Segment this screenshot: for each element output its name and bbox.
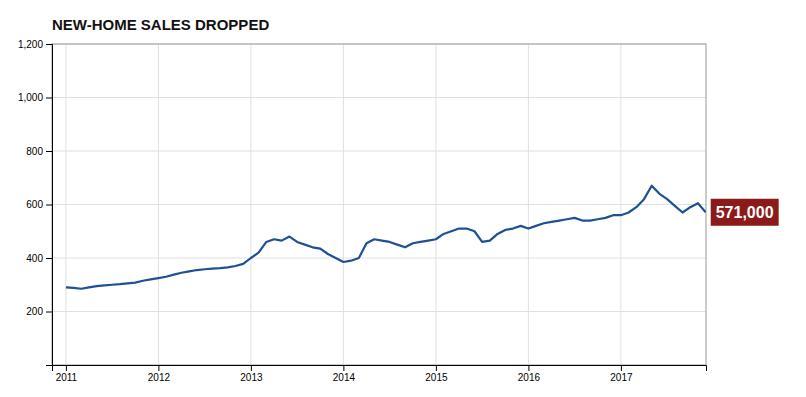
x-axis: 2011 2012 2013 2014 2015 2016 2017 [53, 365, 707, 383]
x-tick-label: 2017 [610, 372, 633, 383]
x-tick-mark [343, 365, 344, 371]
plot: 2011 2012 2013 2014 2015 2016 2017 200 400 600 800… [18, 39, 779, 383]
y-axis: 200 400 600 800 1,000 1,200 [18, 39, 53, 366]
y-tick-mark [46, 151, 52, 152]
grid-line [52, 311, 706, 312]
y-tick-label: 600 [26, 199, 43, 210]
grid-line [250, 44, 251, 365]
grid-line [528, 44, 529, 365]
grid-line [52, 204, 706, 205]
x-tick-mark [621, 365, 622, 371]
grid-line [65, 44, 66, 365]
grid [52, 44, 706, 365]
y-tick-label: 200 [26, 306, 43, 317]
y-tick-mark [46, 44, 52, 45]
x-tick-label: 2015 [425, 372, 448, 383]
x-tick-label: 2013 [240, 372, 263, 383]
grid-line [158, 44, 159, 365]
y-tick: 600 [26, 199, 52, 210]
x-tick: 2011 [56, 365, 78, 383]
x-tick: 2014 [333, 365, 356, 383]
grid-line [435, 44, 436, 365]
x-tick-mark [436, 365, 437, 371]
y-tick-label: 800 [26, 146, 43, 157]
grid-line [52, 258, 706, 259]
line [66, 186, 706, 289]
grid-line [343, 44, 344, 365]
chart: 2011 2012 2013 2014 2015 2016 2017 200 400 600 800… [0, 0, 806, 397]
title: NEW-HOME SALES DROPPED [52, 16, 269, 33]
x-tick: 2012 [148, 365, 171, 383]
y-axis-line [46, 45, 53, 366]
y-tick: 1,000 [18, 92, 52, 103]
x-tick-label: 2016 [518, 372, 541, 383]
y-tick-mark [46, 205, 52, 206]
x-tick-label: 2011 [56, 372, 78, 383]
y-tick-label: 400 [26, 253, 43, 264]
plot-frame [52, 44, 706, 365]
grid-line [52, 97, 706, 98]
annotation-text: 571,000 [716, 204, 774, 221]
x-tick-mark [66, 365, 67, 371]
x-tick: 2016 [518, 365, 541, 383]
y-tick-mark [46, 258, 52, 259]
annotation: 571,000 [711, 199, 779, 226]
y-tick-mark [46, 98, 52, 99]
x-tick-mark [158, 365, 159, 371]
x-tick-label: 2012 [148, 372, 171, 383]
x-tick: 2017 [610, 365, 633, 383]
annotation-box [711, 199, 779, 226]
x-tick-mark [251, 365, 252, 371]
x-tick: 2015 [425, 365, 448, 383]
x-axis-line [53, 366, 707, 372]
x-tick-label: 2014 [333, 372, 356, 383]
x-tick-mark [528, 365, 529, 371]
y-tick-label: 1,000 [18, 92, 43, 103]
y-tick: 200 [26, 306, 52, 317]
y-tick-label: 1,200 [18, 39, 43, 50]
y-tick: 1,200 [18, 39, 52, 50]
y-tick: 400 [26, 253, 52, 264]
y-tick-mark [46, 312, 52, 313]
x-tick: 2013 [240, 365, 263, 383]
grid-line [52, 151, 706, 152]
grid-line [620, 44, 621, 365]
y-tick: 800 [26, 146, 52, 157]
marks [66, 186, 706, 289]
